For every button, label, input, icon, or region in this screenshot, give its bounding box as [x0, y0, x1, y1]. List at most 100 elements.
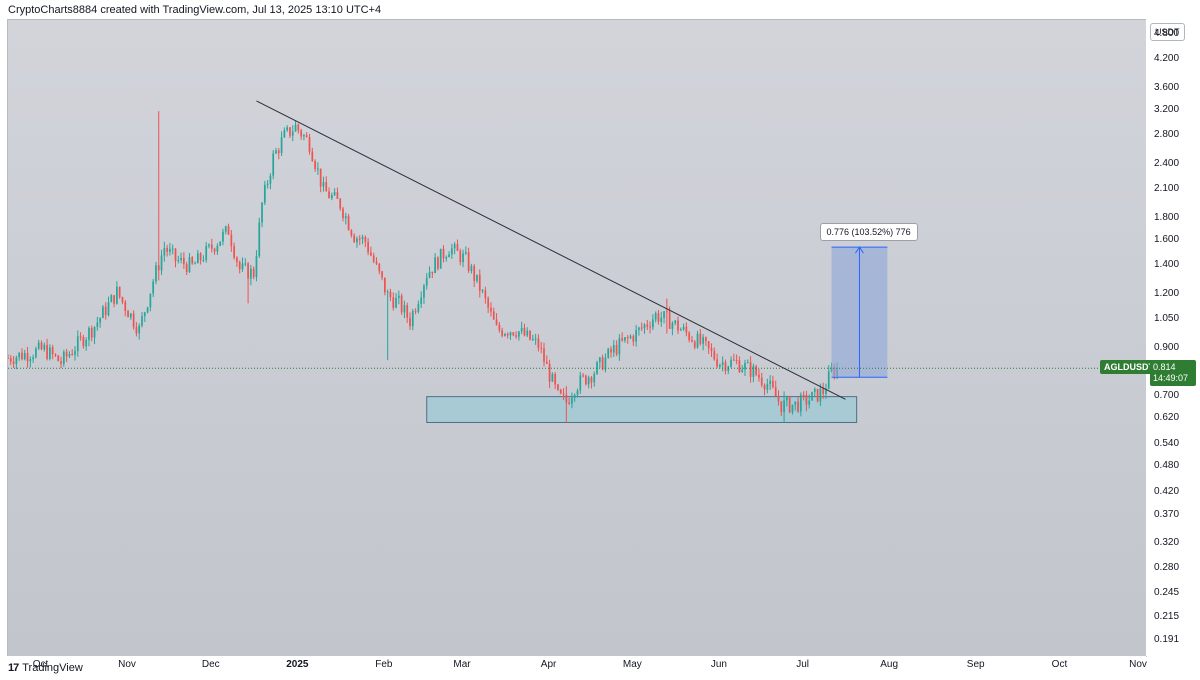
price-tick-label: 1.600 — [1154, 234, 1180, 246]
candle-body — [110, 295, 113, 303]
candle-body — [350, 230, 353, 236]
candle-body — [174, 248, 177, 261]
candle-body — [682, 326, 685, 330]
candle-body — [632, 336, 635, 342]
candle-body — [90, 328, 93, 338]
candle-body — [160, 255, 163, 271]
candle-body — [328, 191, 330, 199]
candle-body — [573, 394, 576, 398]
measure-label: 0.776 (103.52%) 776 — [819, 223, 918, 242]
candle-body — [537, 338, 540, 348]
candle-body — [431, 271, 434, 274]
time-tick-label: Feb — [375, 659, 393, 670]
candle-body — [124, 301, 127, 311]
tradingview-logo-text: TradingView — [22, 662, 83, 674]
candle-body — [49, 347, 51, 359]
time-axis[interactable]: Oct Nov Dec 2025 Feb Mar Apr May Jun Jul Aug Sep Oct… — [7, 656, 1147, 680]
candle-body — [308, 137, 311, 152]
candle-body — [333, 192, 336, 196]
candle-body — [551, 373, 554, 382]
time-tick-label: Dec — [201, 659, 220, 670]
candle-body — [15, 357, 18, 364]
candle-body — [520, 327, 523, 332]
candle-body — [347, 216, 350, 231]
price-axis[interactable]: USDT 4.800 4.200 3.600 3.200 2.800 2.400 2.100… — [1146, 19, 1200, 656]
price-tick-label: 3.600 — [1154, 82, 1180, 94]
candle-body — [705, 337, 707, 342]
candle-body — [467, 252, 470, 272]
candle-body — [476, 274, 478, 281]
candle-body — [247, 263, 249, 279]
candle-body — [473, 266, 476, 281]
candle-body — [303, 135, 305, 137]
candle-body — [210, 244, 213, 249]
candle-body — [529, 330, 531, 340]
candle-body — [155, 265, 157, 282]
candle-body — [330, 195, 333, 199]
candle-body — [238, 261, 241, 270]
candle-body — [752, 366, 755, 377]
candle-body — [12, 361, 15, 364]
candle-body — [132, 313, 135, 328]
time-tick-label: Apr — [540, 659, 557, 670]
candle-body — [464, 252, 467, 254]
candle-body — [660, 317, 663, 322]
candle-body — [74, 351, 76, 355]
candle-body — [367, 241, 369, 253]
last-price-tag: 0.814 14:49:07 — [1150, 360, 1196, 387]
price-tick-label: 0.370 — [1154, 509, 1180, 521]
candle-body — [397, 295, 400, 299]
candle-body — [827, 371, 830, 389]
bar-countdown: 14:49:07 — [1153, 373, 1189, 384]
candle-body — [822, 388, 825, 394]
candle-body — [342, 208, 344, 219]
candle-body — [548, 363, 551, 382]
candle-body — [425, 277, 428, 286]
candle-body — [18, 352, 21, 358]
candle-body — [277, 150, 280, 154]
candle-body — [389, 291, 392, 298]
candle-body — [738, 360, 741, 373]
candle-body — [763, 385, 766, 390]
candle-body — [252, 268, 255, 278]
candle-body — [113, 295, 115, 304]
candle-body — [96, 322, 99, 327]
candle-body — [272, 153, 275, 176]
price-tick-label: 1.400 — [1154, 259, 1180, 271]
candle-body — [582, 375, 584, 377]
candle-body — [448, 254, 450, 258]
candle-body — [649, 326, 651, 328]
price-tick-label: 0.320 — [1154, 536, 1180, 548]
candle-body — [439, 248, 442, 269]
candle-body — [758, 374, 760, 378]
candle-body — [657, 313, 660, 322]
candle-body — [297, 124, 300, 131]
candle-body — [506, 334, 509, 336]
candle-body — [498, 324, 501, 331]
candle-body — [54, 354, 57, 356]
candle-body — [116, 286, 118, 304]
candle-body — [37, 342, 40, 349]
time-tick-label: Nov — [118, 659, 136, 670]
candle-body — [456, 244, 459, 251]
currency-unit-label[interactable]: USDT — [1150, 23, 1185, 41]
price-chart-plot[interactable]: 0.776 (103.52%) 776 — [7, 19, 1147, 657]
candle-body — [188, 257, 191, 272]
candle-body — [233, 246, 235, 258]
candle-body — [275, 150, 277, 154]
tradingview-logo[interactable]: 17 TradingView — [8, 662, 83, 674]
candle-body — [445, 257, 448, 259]
candle-body — [372, 255, 375, 262]
candle-body — [699, 333, 702, 344]
candle-body — [93, 326, 96, 338]
candle-body — [487, 298, 490, 308]
candle-body — [26, 353, 29, 362]
candle-body — [693, 341, 696, 348]
candle-body — [442, 248, 445, 259]
candle-body — [43, 344, 46, 350]
candle-body — [62, 351, 65, 364]
price-chart-svg[interactable] — [8, 20, 1147, 657]
candle-body — [816, 388, 819, 402]
price-tick-label: 1.050 — [1154, 313, 1180, 325]
candle-body — [384, 277, 386, 293]
